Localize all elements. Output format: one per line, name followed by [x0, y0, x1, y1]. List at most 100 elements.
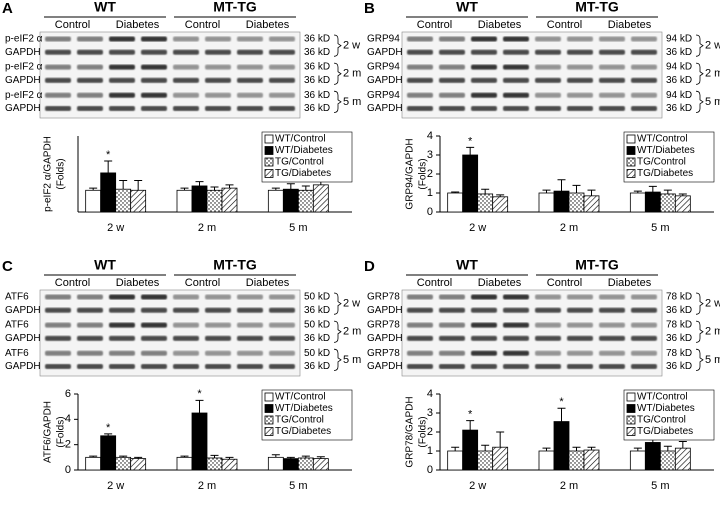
blot-band	[407, 92, 433, 98]
blot-band	[407, 77, 433, 83]
error-bar	[587, 446, 596, 451]
error-bar	[633, 447, 642, 451]
error-bar	[195, 181, 204, 186]
row-label: GAPDH	[5, 47, 41, 58]
bar	[282, 458, 299, 471]
row-label: p-eIF2 α	[5, 90, 43, 101]
time-label: 5 m	[343, 96, 361, 108]
blot-band	[141, 77, 167, 83]
blot-band	[535, 106, 561, 111]
blot-band	[77, 335, 103, 341]
blot-band	[567, 36, 593, 42]
y-tick-label: 2	[427, 426, 433, 438]
error-bar	[572, 446, 581, 451]
panel-letter: D	[364, 258, 375, 275]
error-bar	[271, 187, 280, 191]
blot-band	[407, 335, 433, 341]
blot-band	[567, 307, 593, 313]
size-label: 36 kD	[304, 90, 330, 101]
blot-band	[269, 350, 295, 356]
legend-box	[623, 131, 715, 183]
legend-swatch	[264, 134, 274, 144]
bar	[568, 192, 585, 213]
legend-swatch	[626, 146, 636, 155]
bar	[659, 193, 676, 213]
blot-band	[503, 364, 529, 369]
blot-band	[109, 49, 135, 55]
blot-band	[407, 64, 433, 70]
brace	[695, 62, 704, 85]
bar	[629, 450, 646, 471]
legend-swatch	[264, 169, 274, 178]
error-bar	[195, 399, 204, 413]
legend-label: TG/Control	[275, 157, 324, 168]
blot-band	[45, 64, 71, 70]
time-label: 2 w	[705, 40, 720, 52]
blot-band	[141, 106, 167, 111]
row-label: GAPDH	[367, 75, 403, 86]
bar	[297, 457, 314, 471]
size-label: 36 kD	[304, 62, 330, 73]
blot-band	[471, 77, 497, 83]
condition-label: Diabetes	[478, 19, 522, 31]
legend-label: TG/Control	[275, 415, 324, 426]
blot-band	[109, 36, 135, 42]
blot-band	[269, 322, 295, 328]
size-label: 78 kD	[666, 320, 692, 331]
error-bar	[466, 146, 475, 155]
blot-band	[439, 92, 465, 98]
bar	[538, 450, 555, 471]
bar	[85, 189, 102, 213]
bar	[85, 456, 102, 471]
row-label: GRP94	[367, 62, 400, 73]
blot-band	[439, 350, 465, 356]
x-tick-label: 2 w	[107, 480, 124, 492]
row-label: GAPDH	[5, 333, 41, 344]
size-label: 50 kD	[304, 292, 330, 303]
blot-band	[173, 307, 199, 313]
time-label: 2 w	[343, 40, 360, 52]
blot-band	[205, 106, 231, 111]
bar	[644, 442, 661, 471]
error-bar	[134, 180, 143, 191]
blot-band	[503, 106, 529, 111]
time-label: 5 m	[705, 96, 720, 108]
size-label: 94 kD	[666, 90, 692, 101]
blot-band	[407, 364, 433, 369]
blot-band	[237, 49, 263, 55]
blot-band	[45, 307, 71, 313]
blot-band	[471, 322, 497, 328]
blot-band	[439, 364, 465, 369]
condition-label: Control	[55, 19, 90, 31]
panel: C WT MT-TG Control Diabetes Control Diabetes AT…	[2, 257, 361, 492]
size-label: 36 kD	[666, 47, 692, 58]
blot-band	[567, 335, 593, 341]
blot-band	[535, 36, 561, 42]
legend-label: TG/Control	[637, 415, 686, 426]
group-header: WT	[94, 257, 116, 273]
group-header: MT-TG	[213, 0, 257, 15]
time-label: 2 w	[705, 298, 720, 310]
condition-label: Diabetes	[246, 19, 290, 31]
size-label: 78 kD	[666, 348, 692, 359]
bar	[115, 456, 132, 471]
legend-swatch	[264, 146, 274, 155]
blot-band	[141, 307, 167, 313]
y-axis-label: (Folds)	[56, 158, 67, 189]
y-axis-label: ATF6/GAPDH	[43, 401, 54, 463]
condition-label: Diabetes	[478, 277, 522, 289]
bar	[583, 449, 600, 471]
y-tick-label: 4	[427, 388, 433, 400]
brace	[333, 62, 342, 85]
blot-band	[205, 64, 231, 70]
blot-band	[237, 77, 263, 83]
bar	[191, 412, 208, 471]
blot-band	[439, 36, 465, 42]
panel-letter: C	[2, 258, 13, 275]
bar	[297, 189, 314, 213]
blot-band	[567, 322, 593, 328]
significance-marker: *	[106, 149, 111, 161]
size-label: 50 kD	[304, 320, 330, 331]
bar	[130, 189, 147, 213]
bar	[568, 450, 585, 471]
